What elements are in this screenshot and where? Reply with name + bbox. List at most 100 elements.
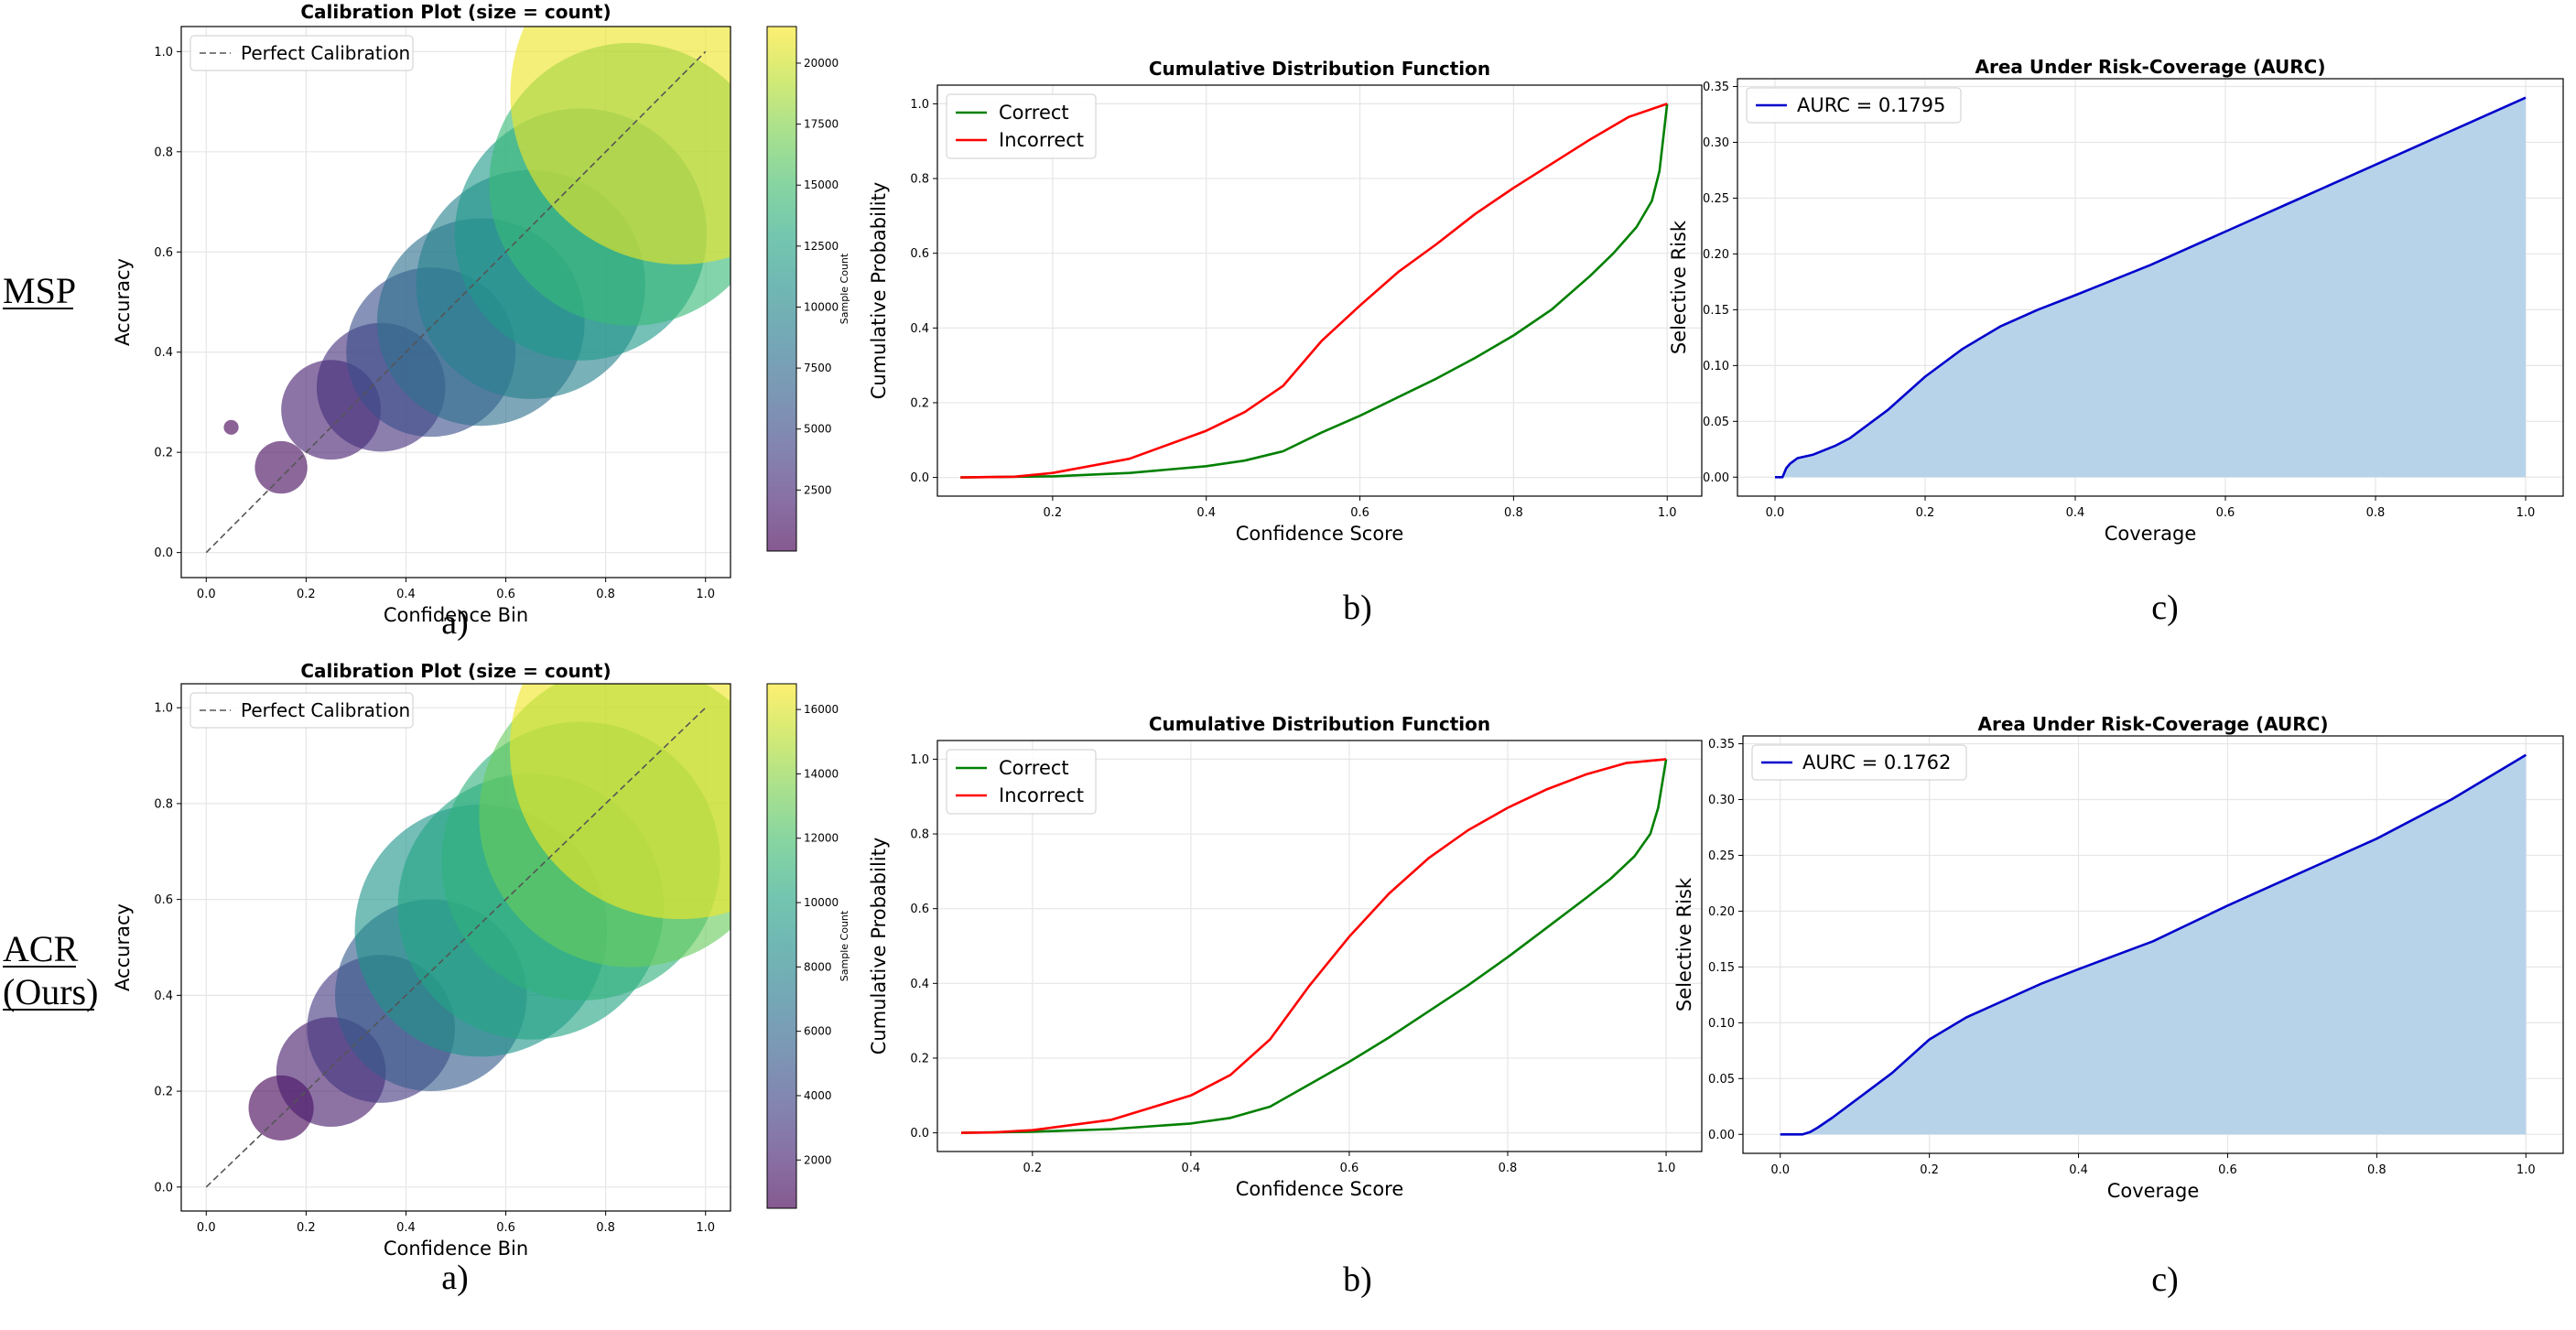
y-tick-label: 0.8	[154, 146, 173, 159]
x-tick-label: 0.0	[1766, 506, 1785, 520]
x-tick-label: 0.0	[1770, 1163, 1790, 1177]
x-tick-label: 0.8	[1504, 506, 1523, 520]
x-tick-label: 0.6	[2218, 1163, 2237, 1177]
colorbar-tick-label: 12500	[804, 240, 839, 253]
x-tick-label: 0.4	[2066, 506, 2085, 520]
row-label-acr: ACR (Ours)	[3, 928, 98, 1012]
panel-sub-label: b)	[1343, 589, 1372, 627]
x-axis-label: Confidence Bin	[384, 1238, 528, 1260]
x-tick-label: 1.0	[696, 1221, 715, 1235]
cdf-line-correct	[960, 759, 1668, 1134]
panel-sub-label: a)	[441, 603, 469, 642]
x-tick-label: 0.4	[396, 1221, 416, 1235]
y-tick-label: 0.10	[1703, 360, 1729, 373]
calibration-bubble	[223, 419, 239, 435]
x-axis-label: Confidence Score	[1236, 1178, 1404, 1200]
y-tick-label: 0.2	[910, 1052, 929, 1065]
x-tick-label: 0.8	[596, 1221, 615, 1235]
legend-label-correct: Correct	[999, 757, 1069, 779]
y-tick-label: 0.2	[910, 396, 929, 410]
cdf-line-correct	[960, 103, 1669, 479]
x-tick-label: 0.4	[2069, 1163, 2088, 1177]
y-tick-label: 1.0	[154, 46, 173, 59]
colorbar-tick-label: 20000	[804, 57, 839, 70]
x-tick-label: 0.6	[1350, 506, 1369, 520]
x-tick-label: 1.0	[1657, 1162, 1676, 1175]
y-tick-label: 0.6	[154, 246, 173, 260]
x-tick-label: 0.8	[1499, 1162, 1518, 1175]
calibration-bubble	[510, 27, 731, 265]
x-tick-label: 0.2	[1044, 506, 1063, 520]
y-tick-label: 0.00	[1703, 471, 1729, 485]
legend-box	[946, 749, 1097, 815]
panel-sub-label: b)	[1343, 1260, 1372, 1299]
aurc-area-fill	[1775, 97, 2526, 478]
colorbar	[766, 683, 797, 1209]
panel-sub-label: c)	[2151, 1260, 2179, 1299]
charts: 2500 5000 7500 10000 12500 15000 17500 20000 Sam…	[112, 1, 2564, 1299]
y-tick-label: 0.4	[154, 989, 173, 1003]
y-axis-label: Selective Risk	[1668, 220, 1690, 354]
axes-frame	[936, 740, 1703, 1152]
colorbar-tick-label: 14000	[804, 767, 839, 780]
x-axis-label: Confidence Score	[1236, 523, 1404, 545]
y-tick-label: 0.20	[1703, 248, 1729, 262]
y-tick-label: 0.0	[910, 1127, 929, 1141]
y-axis-label: Cumulative Probability	[868, 838, 890, 1055]
y-tick-label: 0.25	[1703, 192, 1729, 206]
y-tick-label: 1.0	[910, 753, 929, 767]
colorbar-tick-label: 5000	[804, 423, 832, 436]
x-tick-label: 1.0	[2516, 1163, 2536, 1177]
msp-calibration-data	[205, 27, 731, 554]
x-axis-label: Coverage	[2105, 523, 2197, 545]
aurc-line	[1780, 753, 2527, 1136]
y-tick-label: 0.8	[154, 797, 173, 811]
x-tick-label: 1.0	[696, 588, 715, 601]
axes-frame	[1737, 78, 2564, 497]
cdf-line-incorrect	[960, 758, 1667, 1134]
legend-box	[946, 93, 1097, 159]
row-label-msp: MSP	[3, 270, 76, 311]
x-tick-label: 0.2	[1023, 1162, 1042, 1175]
y-tick-label: 0.4	[910, 322, 929, 336]
legend-box	[189, 692, 414, 729]
y-axis-label: Selective Risk	[1673, 877, 1695, 1011]
colorbar-label: Sample Count	[839, 253, 850, 324]
legend-label-perfect-calibration: Perfect Calibration	[241, 699, 410, 721]
x-axis-label: Confidence Bin	[384, 604, 528, 626]
x-tick-label: 0.6	[2216, 506, 2235, 520]
acr-calibration-data	[205, 684, 731, 1188]
colorbar-tick-label: 2000	[804, 1153, 832, 1166]
colorbar-tick-label: 7500	[804, 362, 832, 374]
perfect-calibration-line	[205, 50, 707, 554]
colorbar-tick-label: 8000	[804, 960, 832, 973]
perfect-calibration-line	[205, 707, 707, 1188]
legend-label-incorrect: Incorrect	[999, 784, 1084, 806]
y-tick-label: 0.4	[910, 978, 929, 991]
panel-sub-label: c)	[2151, 589, 2179, 627]
colorbar-tick-label: 2500	[804, 483, 832, 496]
chart-title: Calibration Plot (size = count)	[300, 1, 611, 23]
row-label-msp-text: MSP	[3, 270, 76, 311]
y-tick-label: 0.0	[154, 1181, 173, 1195]
x-tick-label: 1.0	[1658, 506, 1677, 520]
x-tick-label: 0.2	[1916, 506, 1935, 520]
colorbar-tick-label: 4000	[804, 1089, 832, 1102]
chart-title: Cumulative Distribution Function	[1149, 58, 1490, 80]
y-tick-label: 0.6	[910, 903, 929, 916]
axes-frame	[180, 683, 731, 1212]
legend-box	[1751, 744, 1967, 781]
y-tick-label: 0.20	[1708, 905, 1735, 919]
colorbar	[766, 26, 797, 552]
y-tick-label: 0.05	[1708, 1073, 1735, 1087]
panel-sub-label: a)	[441, 1259, 469, 1297]
y-axis-label: Accuracy	[112, 258, 134, 346]
x-tick-label: 0.8	[2366, 506, 2386, 520]
legend-box	[189, 35, 414, 71]
x-tick-label: 0.4	[1182, 1162, 1201, 1175]
axes-frame	[1742, 735, 2564, 1154]
x-tick-label: 0.4	[396, 588, 416, 601]
y-tick-label: 0.30	[1703, 136, 1729, 150]
y-tick-label: 0.25	[1708, 849, 1735, 863]
